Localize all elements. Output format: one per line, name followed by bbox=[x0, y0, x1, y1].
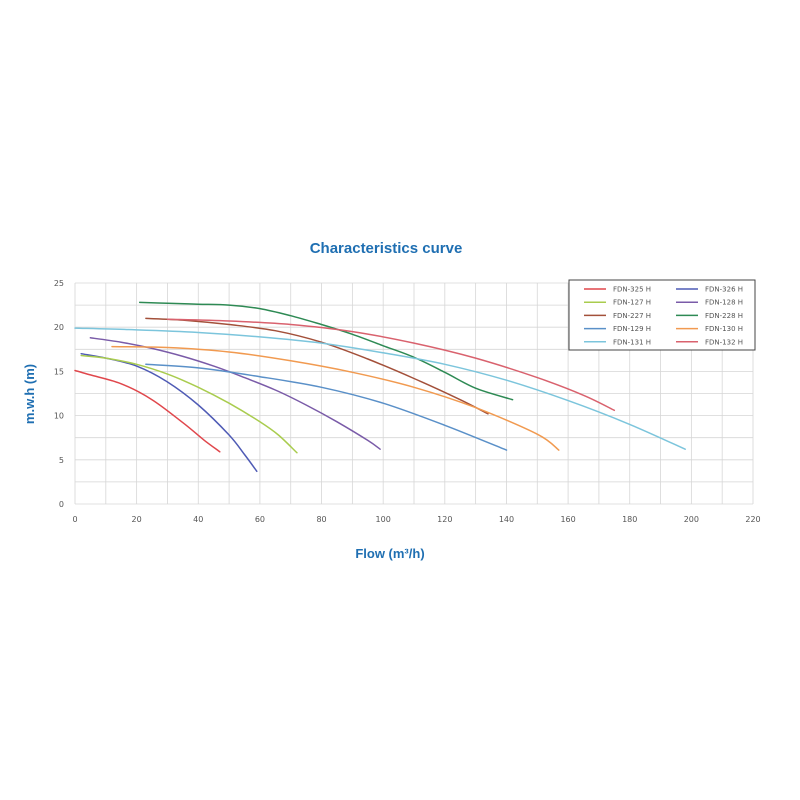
x-tick-label: 120 bbox=[437, 515, 452, 524]
x-tick-label: 180 bbox=[622, 515, 637, 524]
x-tick-label: 80 bbox=[316, 515, 326, 524]
x-tick-label: 20 bbox=[132, 515, 142, 524]
x-tick-label: 0 bbox=[72, 515, 77, 524]
y-tick-label: 0 bbox=[59, 500, 64, 509]
legend-label-fdn-227-h: FDN-227 H bbox=[613, 312, 651, 320]
legend-label-fdn-131-h: FDN-131 H bbox=[613, 338, 651, 346]
legend-label-fdn-132-h: FDN-132 H bbox=[705, 338, 743, 346]
legend: FDN-325 H FDN-326 H FDN-127 H FDN-128 H FDN-… bbox=[568, 279, 756, 351]
tick-labels: 0 20 40 60 80 100 120 140 160 180 200 220 0 5 10 15 20 25 bbox=[54, 279, 761, 524]
x-tick-label: 200 bbox=[684, 515, 699, 524]
x-tick-label: 220 bbox=[745, 515, 760, 524]
y-tick-label: 15 bbox=[54, 367, 64, 376]
y-tick-label: 20 bbox=[54, 323, 64, 332]
series-lines bbox=[74, 301, 686, 473]
series-line-fdn-228-h bbox=[138, 301, 514, 401]
legend-label-fdn-130-h: FDN-130 H bbox=[705, 325, 743, 333]
y-tick-label: 10 bbox=[54, 412, 64, 421]
x-tick-label: 40 bbox=[193, 515, 203, 524]
series-line-fdn-129-h bbox=[145, 363, 508, 451]
y-tick-label: 5 bbox=[59, 456, 64, 465]
legend-label-fdn-127-h: FDN-127 H bbox=[613, 299, 651, 307]
legend-label-fdn-325-h: FDN-325 H bbox=[613, 286, 651, 294]
series-line-fdn-227-h bbox=[145, 317, 489, 415]
x-tick-label: 140 bbox=[499, 515, 514, 524]
legend-label-fdn-129-h: FDN-129 H bbox=[613, 325, 651, 333]
chart-title: Characteristics curve bbox=[310, 240, 463, 257]
series-line-fdn-130-h bbox=[111, 345, 560, 451]
x-tick-label: 160 bbox=[560, 515, 575, 524]
series-line-fdn-131-h bbox=[74, 327, 686, 450]
legend-label-fdn-326-h: FDN-326 H bbox=[705, 286, 743, 294]
y-tick-label: 25 bbox=[54, 279, 64, 288]
x-tick-label: 60 bbox=[255, 515, 265, 524]
series-line-fdn-127-h bbox=[80, 354, 298, 454]
legend-label-fdn-228-h: FDN-228 H bbox=[705, 312, 743, 320]
x-tick-label: 100 bbox=[376, 515, 391, 524]
x-axis-label: Flow (m³/h) bbox=[355, 546, 424, 561]
series-line-fdn-325-h bbox=[74, 369, 221, 453]
legend-label-fdn-128-h: FDN-128 H bbox=[705, 299, 743, 307]
y-axis-label: m.w.h (m) bbox=[22, 364, 37, 424]
series-line-fdn-132-h bbox=[166, 318, 616, 412]
